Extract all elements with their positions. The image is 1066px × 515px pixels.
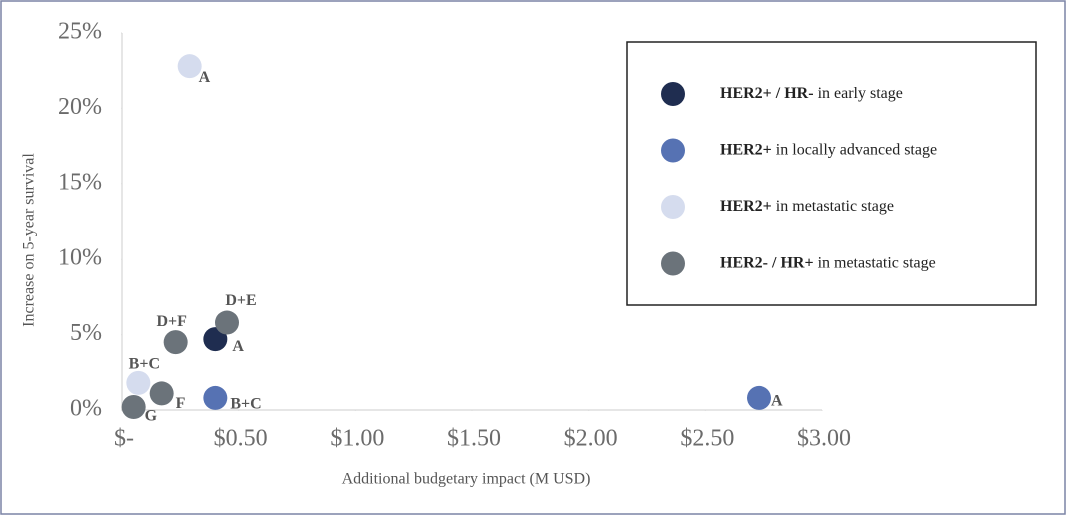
legend-label: HER2+ in metastatic stage <box>720 198 894 215</box>
legend-label: HER2- / HR+ in metastatic stage <box>720 254 936 271</box>
x-tick-label: $1.00 <box>330 426 384 452</box>
point <box>126 370 151 395</box>
point-label: F <box>176 395 186 412</box>
x-tick-label: $- <box>114 426 134 452</box>
point <box>215 310 239 335</box>
point <box>177 54 202 79</box>
y-tick-label: 10% <box>58 245 102 271</box>
y-axis-title: Increase on 5-year survival <box>21 153 38 327</box>
x-tick-label: $3.00 <box>797 426 851 452</box>
point-label: B+C <box>129 356 160 373</box>
point-label: D+F <box>156 313 187 330</box>
x-tick-label: $2.50 <box>680 426 734 452</box>
y-tick-label: 5% <box>70 320 102 346</box>
legend-marker <box>661 195 685 219</box>
point-label: G <box>145 408 158 425</box>
x-tick-label: $2.00 <box>564 426 618 452</box>
y-tick-label: 25% <box>58 19 102 45</box>
point-label: D+E <box>225 292 256 309</box>
legend-box <box>626 41 1037 306</box>
legend-marker <box>661 82 685 106</box>
point <box>149 381 174 406</box>
point-label: B+C <box>230 396 261 413</box>
legend-label: HER2+ / HR- in early stage <box>720 85 903 102</box>
y-tick-label: 15% <box>58 169 102 195</box>
point-label: A <box>771 393 783 410</box>
point-label: A <box>232 338 244 355</box>
legend-marker <box>661 138 685 163</box>
x-tick-label: $1.50 <box>447 426 501 452</box>
point-label: A <box>199 69 211 86</box>
y-tick-label: 20% <box>58 94 102 120</box>
legend-label: HER2+ in locally advanced stage <box>720 141 937 158</box>
point <box>203 327 228 352</box>
point <box>203 385 228 410</box>
x-axis-title: Additional budgetary impact (M USD) <box>342 471 591 488</box>
point <box>747 385 771 410</box>
point <box>163 330 188 355</box>
y-tick-label: 0% <box>70 396 102 422</box>
x-tick-label: $0.50 <box>214 426 268 452</box>
legend-marker <box>661 251 685 276</box>
point <box>121 394 146 419</box>
